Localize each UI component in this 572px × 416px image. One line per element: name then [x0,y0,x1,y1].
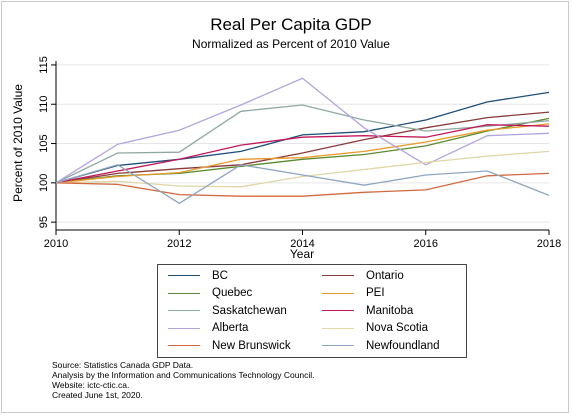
legend-swatch [322,292,354,294]
x-tick-label: 2012 [167,238,191,250]
source-note: Source: Statistics Canada GDP Data. Anal… [52,360,315,400]
series-line-saskatchewan [55,104,550,184]
legend-label: Alberta [212,322,249,334]
legend-label: Newfoundland [366,339,440,352]
legend-item: Alberta [168,320,248,337]
plot-area: 95 100 105 110 115 2010 2012 2014 2016 2018 [38,56,561,250]
source-line: Analysis by the Information and Communic… [52,370,315,380]
legend-swatch [322,327,354,329]
legend-item: Newfoundland [322,337,440,354]
legend-swatch [168,345,200,346]
series-line-newfoundland [55,164,550,205]
legend-swatch [168,275,200,276]
source-line: Source: Statistics Canada GDP Data. [52,360,194,370]
legend-label: Ontario [366,269,404,282]
y-tick-label: 100 [38,174,50,192]
legend-swatch [168,292,200,294]
legend-label: PEI [366,287,385,299]
legend-item: Ontario [322,267,404,284]
legend-item: PEI [322,285,385,302]
series-line-new-brunswick [55,172,550,197]
legend-label: Manitoba [366,304,414,317]
series-line-manitoba [55,124,550,184]
legend-swatch [322,345,354,346]
legend-item: Quebec [168,285,252,302]
series-line-alberta [55,77,550,184]
legend-item: BC [168,267,228,284]
legend-swatch [322,310,354,311]
y-axis-label: Percent of 2010 Value [11,84,25,202]
chart-title: Real Per Capita GDP [210,15,372,34]
y-tick-label: 115 [38,56,50,74]
series-line-ontario [55,111,550,184]
x-tick-label: 2010 [44,238,68,250]
legend-label: New Brunswick [212,339,291,352]
source-line: Website: ictc-ctic.ca. [52,380,130,390]
legend-label: Nova Scotia [366,322,429,334]
series-line-bc [55,91,550,184]
legend-item: Nova Scotia [322,320,428,337]
legend-label: Quebec [212,287,253,299]
x-tick-label: 2018 [537,238,561,250]
series-line-pei [55,123,550,184]
source-line: Created June 1st, 2020. [52,390,143,400]
legend-swatch [168,310,200,311]
legend-item: New Brunswick [168,337,291,354]
legend-label: Saskatchewan [212,304,287,317]
y-tick-label: 105 [38,134,50,152]
series-line-nova-scotia [55,150,550,188]
chart-legend: BC Ontario Quebec PEI Saskatchewan Manitoba Al… [157,264,467,358]
legend-swatch [168,327,200,329]
legend-label: BC [212,269,228,282]
x-tick-label: 2014 [290,238,314,250]
chart-subtitle: Normalized as Percent of 2010 Value [192,37,390,51]
legend-item: Manitoba [322,302,413,319]
x-axis-label: Year [290,247,314,261]
legend-swatch [322,275,354,276]
y-tick-label: 95 [38,216,50,228]
x-tick-label: 2016 [414,238,438,250]
y-tick-label: 110 [38,95,50,113]
legend-item: Saskatchewan [168,302,287,319]
